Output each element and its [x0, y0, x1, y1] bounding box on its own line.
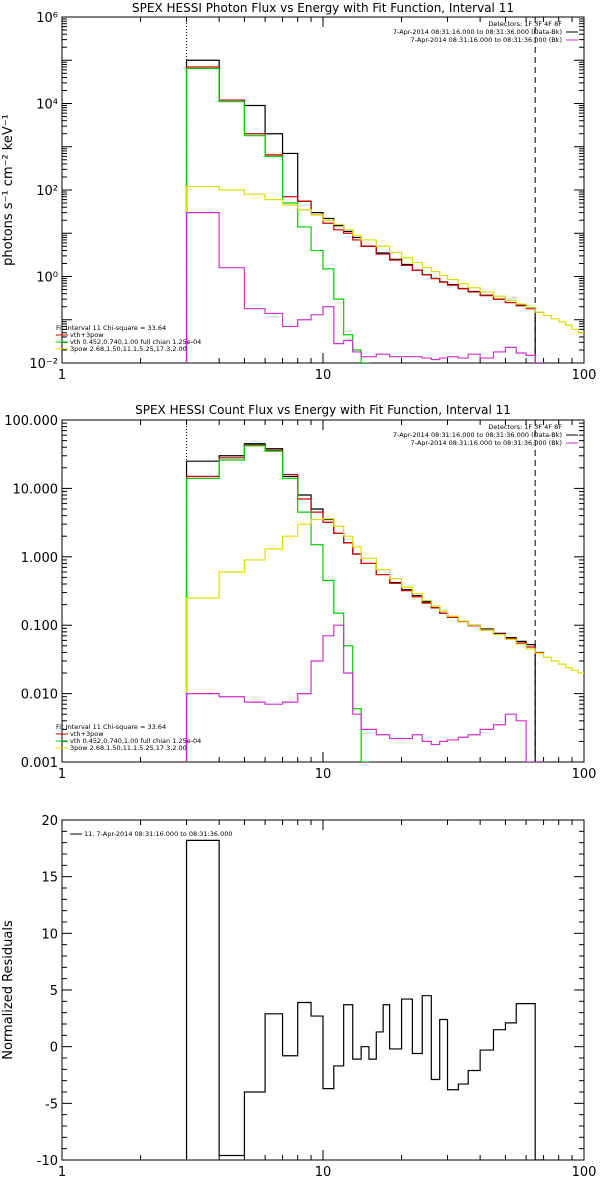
legend-left-entry: 3pow 2.68,1.50,11.1,5.25,17.3,2.00	[70, 345, 187, 353]
x-tick-label: 100	[572, 1165, 597, 1180]
legend-left-entry: 11. 7-Apr-2014 08:31:16.000 to 08:31:36.…	[84, 830, 233, 838]
y-tick-label: 15	[41, 871, 58, 886]
y-tick-label: 10⁻²	[29, 357, 58, 372]
series-line-2	[185, 66, 545, 363]
x-tick-label: 10	[315, 368, 332, 383]
y-tick-label: 10⁶	[36, 11, 58, 26]
series-line-5	[185, 624, 545, 762]
legend-right-entry: 7-Apr-2014 08:31:16.000 to 08:31:36.000 …	[411, 36, 562, 44]
series-line-5	[185, 212, 545, 363]
legend-right-entry: 7-Apr-2014 08:31:16.000 to 08:31:36.000 …	[393, 431, 562, 439]
chart-title: SPEX HESSI Photon Flux vs Energy with Fi…	[132, 1, 514, 15]
series-group	[185, 839, 545, 1160]
y-tick-label: -5	[45, 1097, 58, 1112]
legend-left-entry: Fit Interval 11 Chi-square = 33.64	[56, 324, 166, 332]
series-group	[185, 443, 584, 762]
series-line-2	[185, 444, 545, 762]
x-tick-label: 10	[315, 1165, 332, 1180]
legend-right-entry: Detectors: 1F 3F 4F 8F	[488, 423, 562, 431]
legend-left-entry: vth 0.452,0.740,1.00 full chian 1.25e-04	[70, 737, 201, 745]
series-line-4	[185, 518, 584, 762]
series-line-1	[185, 59, 545, 363]
x-tick-label: 100	[572, 368, 597, 383]
legend-left-entry: Fit Interval 11 Chi-square = 33.64	[56, 723, 166, 731]
plot-frame	[61, 419, 585, 763]
legend-left-entry: 3pow 2.68,1.50,11.1,5.25,17.3,2.00	[70, 744, 187, 752]
x-tick-label: 1	[58, 1165, 66, 1180]
y-tick-label: 10	[41, 927, 58, 942]
y-tick-label: 10⁰	[36, 271, 58, 286]
legend-left-entry: vth 0.452,0.740,1.00 full chian 1.25e-04	[70, 338, 201, 346]
y-tick-label: 100.000	[4, 414, 58, 429]
y-tick-label: 0.001	[21, 756, 58, 771]
y-axis-label: Normalized Residuals	[1, 920, 16, 1060]
y-tick-label: -10	[37, 1154, 58, 1169]
series-line-1	[185, 443, 545, 762]
series-line-1	[185, 839, 545, 1160]
legend-right-entry: 7-Apr-2014 08:31:16.000 to 08:31:36.000 …	[411, 439, 562, 447]
y-tick-label: 10⁴	[36, 98, 58, 113]
y-tick-label: 20	[41, 814, 58, 829]
series-line-3	[185, 67, 370, 363]
y-tick-label: 0.100	[21, 619, 58, 634]
y-tick-label: 0.010	[21, 688, 58, 703]
legend-left-entry: vth+3pow	[70, 730, 104, 738]
series-group	[185, 59, 584, 363]
chart-panel-1: SPEX HESSI Photon Flux vs Energy with Fi…	[1, 1, 596, 383]
chart-title: SPEX HESSI Count Flux vs Energy with Fit…	[135, 403, 511, 417]
y-tick-label: 5	[50, 984, 58, 999]
x-tick-label: 1	[58, 368, 66, 383]
y-tick-label: 1.000	[21, 551, 58, 566]
x-tick-label: 1	[58, 767, 66, 782]
chart-panel-3: 1 10 100 -10 -5 0 5 10 15 20 Normalized Residuals 1…	[1, 814, 596, 1180]
y-tick-label: 10²	[36, 184, 58, 199]
series-line-4	[185, 185, 584, 363]
legend-right-entry: 7-Apr-2014 08:31:16.000 to 08:31:36.000 …	[393, 28, 562, 36]
chart-panel-2: SPEX HESSI Count Flux vs Energy with Fit…	[4, 403, 596, 782]
legend-left-entry: vth+3pow	[70, 331, 104, 339]
x-tick-label: 100	[572, 767, 597, 782]
series-line-3	[185, 445, 370, 762]
plot-frame	[61, 819, 585, 1161]
x-tick-label: 10	[315, 767, 332, 782]
y-axis-label: photons s⁻¹ cm⁻² keV⁻¹	[1, 114, 16, 266]
y-tick-label: 0	[50, 1041, 58, 1056]
y-tick-label: 10.000	[13, 482, 59, 497]
legend-right-entry: Detectors: 1F 3F 4F 8F	[488, 20, 562, 28]
